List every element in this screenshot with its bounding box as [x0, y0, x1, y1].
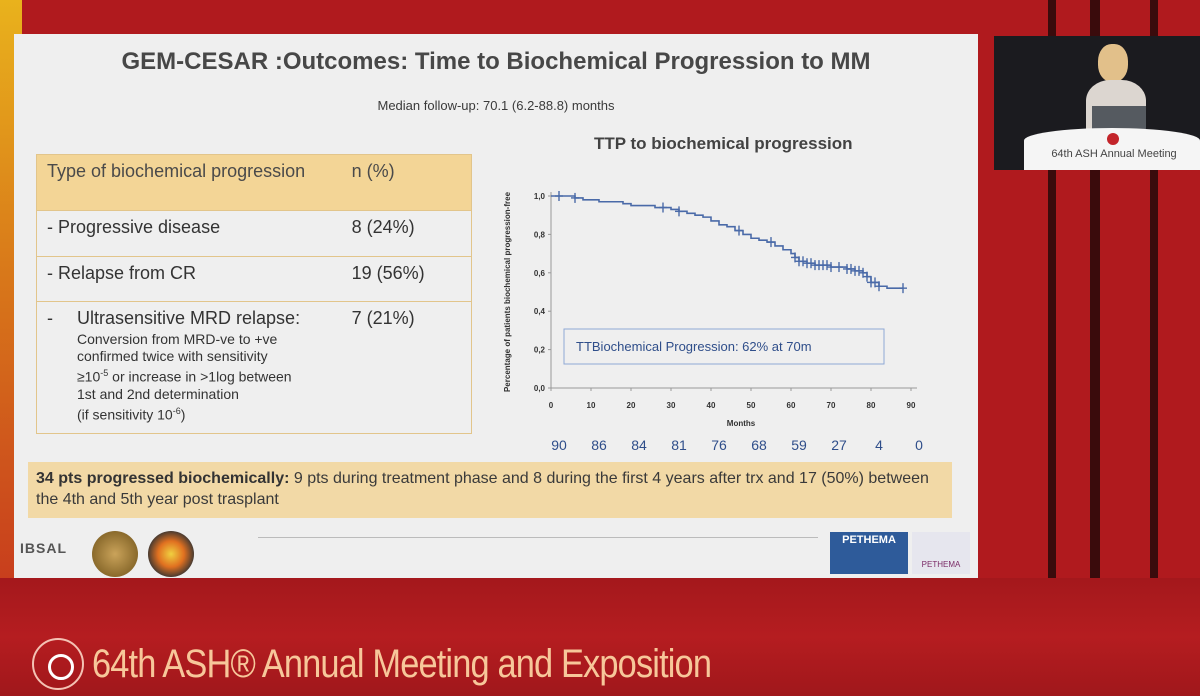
at-risk-number: 4 — [875, 437, 883, 453]
at-risk-number: 84 — [631, 437, 647, 453]
table-cell-type: - Progressive disease — [47, 217, 221, 237]
table-row: - Progressive disease 8 (24%) — [37, 211, 471, 257]
presentation-slide: GEM-CESAR :Outcomes: Time to Biochemical… — [14, 34, 978, 578]
x-tick-label: 0 — [549, 401, 554, 410]
table-row: - Ultrasensitive MRD relapse: Conversion… — [37, 302, 471, 433]
table-row: - Relapse from CR 19 (56%) — [37, 257, 471, 302]
km-curve — [551, 195, 903, 289]
mrd-detail-line: 1st and 2nd determination — [77, 385, 239, 402]
x-tick-label: 80 — [867, 401, 876, 410]
background-stripe — [1048, 0, 1056, 696]
at-risk-number: 90 — [551, 437, 567, 453]
background-stripe — [1150, 0, 1158, 696]
pethema-secondary-logo: PETHEMA — [912, 532, 970, 574]
university-seal-logo — [92, 531, 138, 577]
slide-title: GEM-CESAR :Outcomes: Time to Biochemical… — [121, 48, 871, 75]
annotation-box — [563, 328, 885, 365]
x-tick-label: 30 — [667, 401, 676, 410]
table-cell-n: 19 (56%) — [351, 263, 425, 283]
x-tick-label: 20 — [627, 401, 636, 410]
x-tick-label: 40 — [707, 401, 716, 410]
institute-logo — [148, 531, 194, 577]
summary-text: 9 pts during treatment phase and 8 durin… — [36, 470, 929, 508]
podium-text: 64th ASH Annual Meeting — [1051, 148, 1177, 160]
at-risk-number: 59 — [791, 437, 807, 453]
mrd-detail-line: (if sensitivity 10-6) — [77, 405, 186, 423]
at-risk-number: 68 — [751, 437, 767, 453]
progression-table: Type of biochemical progression n (%) - … — [36, 154, 472, 434]
footer-divider — [258, 537, 818, 538]
y-tick-label: 0,8 — [534, 230, 546, 239]
table-cell-type: - Ultrasensitive MRD relapse: Conversion… — [37, 302, 342, 433]
mrd-title: Ultrasensitive MRD relapse: — [77, 308, 301, 328]
y-tick-label: 0,2 — [534, 346, 546, 355]
ibsal-logo: IBSAL — [20, 540, 67, 556]
x-tick-label: 50 — [747, 401, 756, 410]
pethema-logo: PETHEMA — [830, 532, 908, 574]
ash-logo-icon — [1107, 133, 1119, 145]
speaker-video: 64th ASH Annual Meeting — [994, 36, 1200, 170]
at-risk-number: 0 — [915, 437, 923, 453]
table-header-n: n (%) — [351, 161, 395, 181]
at-risk-number: 76 — [711, 437, 727, 453]
table-cell-n: 8 (24%) — [351, 217, 415, 237]
laptop — [1092, 106, 1146, 132]
x-tick-label: 70 — [827, 401, 836, 410]
speaker-head — [1098, 44, 1128, 82]
annotation-text: TTBiochemical Progression: 62% at 70m — [576, 339, 812, 354]
banner-text: 64th ASH® Annual Meeting and Exposition — [92, 641, 712, 686]
slide-subtitle: Median follow-up: 70.1 (6.2-88.8) months — [377, 98, 615, 113]
mrd-detail: Conversion from MRD-ve to +ve confirmed … — [47, 331, 332, 423]
y-axis-label: Percentage of patients biochemical progr… — [503, 191, 512, 392]
background-stripe — [1090, 0, 1100, 696]
at-risk-number: 86 — [591, 437, 607, 453]
y-tick-label: 0,6 — [534, 269, 546, 278]
background-band — [0, 578, 1200, 696]
y-tick-label: 0,0 — [534, 384, 546, 393]
km-chart: 0,00,20,40,60,81,00 10 20 30 40 50 60 70 80 90Mon… — [503, 191, 923, 453]
chart-title: TTP to biochemical progression — [594, 134, 853, 153]
x-axis-label: Months — [727, 419, 756, 428]
ash-seal-icon — [32, 638, 84, 690]
mrd-detail-line: confirmed twice with sensitivity — [77, 348, 268, 364]
y-tick-label: 1,0 — [534, 192, 546, 201]
summary-box: 34 pts progressed biochemically: 9 pts d… — [28, 462, 952, 518]
table-header-type: Type of biochemical progression — [47, 161, 306, 181]
y-tick-label: 0,4 — [534, 307, 546, 316]
at-risk-number: 27 — [831, 437, 847, 453]
mrd-detail-line: ≥10-5 or increase in >1log between — [77, 368, 292, 385]
mrd-detail-line: Conversion from MRD-ve to +ve — [77, 331, 278, 347]
table-cell-n: 7 (21%) — [351, 308, 415, 328]
meeting-banner: 64th ASH® Annual Meeting and Exposition — [32, 636, 812, 692]
x-tick-label: 60 — [787, 401, 796, 410]
summary-bold: 34 pts progressed biochemically: — [36, 470, 290, 487]
table-header-row: Type of biochemical progression n (%) — [37, 155, 471, 211]
table-cell-type: - Relapse from CR — [47, 263, 197, 283]
mrd-dash: - — [47, 308, 53, 328]
x-tick-label: 90 — [907, 401, 916, 410]
at-risk-number: 81 — [671, 437, 687, 453]
x-tick-label: 10 — [587, 401, 596, 410]
